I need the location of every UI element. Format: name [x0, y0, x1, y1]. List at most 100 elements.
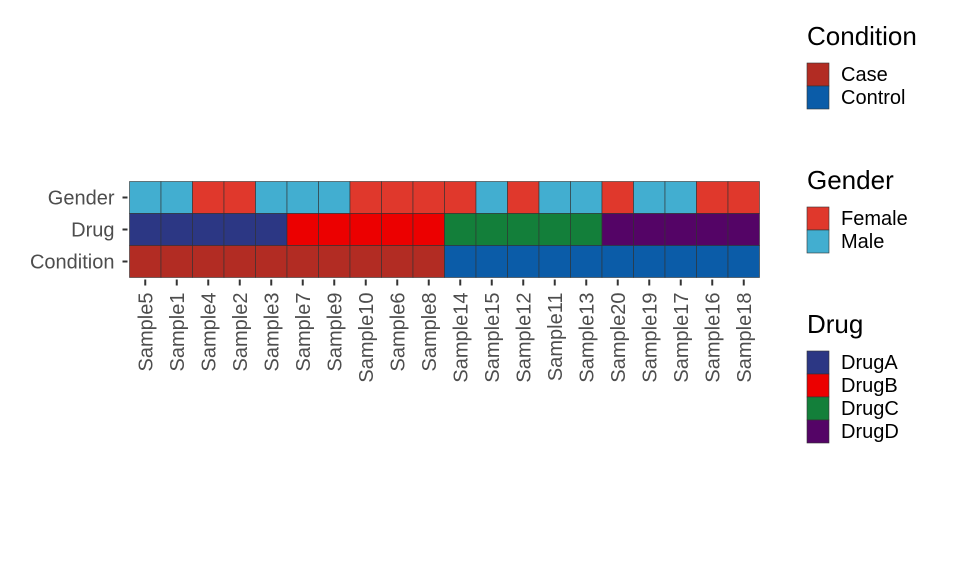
cell-drug-sample14: [444, 213, 477, 246]
legend-label-control: Control: [841, 87, 905, 109]
cell-gender-sample7: [286, 181, 319, 214]
x-tick-label-sample7: Sample7: [293, 293, 315, 372]
x-tick-label-sample12: Sample12: [513, 293, 535, 383]
cell-condition-sample5: [129, 245, 162, 278]
cell-condition-sample1: [160, 245, 193, 278]
cell-gender-sample1: [160, 181, 193, 214]
x-tick-label-sample19: Sample19: [639, 293, 661, 383]
x-tick-label-sample18: Sample18: [734, 293, 756, 383]
cell-drug-sample5: [129, 213, 162, 246]
cell-gender-sample19: [633, 181, 666, 214]
y-tick-label-drug: Drug: [71, 220, 114, 242]
x-tick-label-sample5: Sample5: [135, 293, 157, 372]
cell-drug-sample12: [507, 213, 540, 246]
legend-label-drugd: DrugD: [841, 421, 899, 443]
cell-gender-sample13: [570, 181, 603, 214]
x-tick-label-sample1: Sample1: [167, 293, 189, 372]
cell-gender-sample20: [601, 181, 634, 214]
cell-gender-sample16: [696, 181, 729, 214]
cell-condition-sample16: [696, 245, 729, 278]
cell-condition-sample6: [381, 245, 414, 278]
x-axis: Sample5 Sample1 Sample4 Sample2 Sample3 Sampl…: [135, 279, 756, 383]
cell-condition-sample2: [223, 245, 256, 278]
x-tick-label-sample11: Sample11: [545, 293, 567, 382]
x-tick-label-sample8: Sample8: [419, 293, 441, 372]
cell-drug-sample3: [255, 213, 288, 246]
x-tick-label-sample2: Sample2: [230, 293, 252, 372]
cell-drug-sample6: [381, 213, 414, 246]
cell-gender-sample9: [318, 181, 351, 214]
cell-drug-sample13: [570, 213, 603, 246]
cell-condition-sample4: [192, 245, 225, 278]
cell-drug-sample7: [286, 213, 319, 246]
legend-swatch-drugb: [806, 373, 830, 398]
cell-condition-sample8: [412, 245, 445, 278]
cell-drug-sample8: [412, 213, 445, 246]
cell-gender-sample18: [727, 181, 760, 214]
x-tick-label-sample9: Sample9: [324, 293, 346, 372]
cell-drug-sample4: [192, 213, 225, 246]
cell-condition-sample13: [570, 245, 603, 278]
cell-gender-sample15: [475, 181, 508, 214]
cell-condition-sample9: [318, 245, 351, 278]
cell-gender-sample8: [412, 181, 445, 214]
legend-swatch-drugc: [806, 396, 830, 421]
cell-condition-sample11: [538, 245, 571, 278]
y-tick-label-condition: Condition: [30, 252, 115, 274]
heatmap-cells: [129, 181, 760, 278]
legend-title: Gender: [807, 165, 894, 195]
cell-condition-sample20: [601, 245, 634, 278]
cell-condition-sample18: [727, 245, 760, 278]
legend-swatch-male: [806, 229, 830, 254]
x-tick-label-sample20: Sample20: [608, 293, 630, 383]
cell-drug-sample15: [475, 213, 508, 246]
cell-drug-sample1: [160, 213, 193, 246]
cell-gender-sample10: [349, 181, 382, 214]
y-tick-label-gender: Gender: [48, 188, 115, 210]
x-tick-label-sample10: Sample10: [356, 293, 378, 383]
x-tick-label-sample17: Sample17: [671, 293, 693, 383]
cell-gender-sample5: [129, 181, 162, 214]
x-tick-label-sample13: Sample13: [576, 293, 598, 383]
cell-condition-sample3: [255, 245, 288, 278]
x-tick-label-sample16: Sample16: [702, 293, 724, 383]
legend-label-case: Case: [841, 64, 888, 86]
cell-drug-sample16: [696, 213, 729, 246]
cell-gender-sample2: [223, 181, 256, 214]
x-tick-label-sample4: Sample4: [198, 293, 220, 372]
x-tick-label-sample6: Sample6: [387, 293, 409, 372]
legend-swatch-control: [806, 85, 830, 110]
legend-label-male: Male: [841, 231, 884, 253]
cell-condition-sample14: [444, 245, 477, 278]
cell-condition-sample12: [507, 245, 540, 278]
legend-title: Condition: [807, 21, 917, 51]
cell-condition-sample17: [664, 245, 697, 278]
cell-drug-sample9: [318, 213, 351, 246]
y-axis: Gender Drug Condition: [30, 188, 128, 274]
legend-swatch-drugd: [806, 419, 830, 444]
legend-swatch-druga: [806, 350, 830, 375]
cell-gender-sample12: [507, 181, 540, 214]
legend-label-female: Female: [841, 208, 908, 230]
cell-drug-sample2: [223, 213, 256, 246]
cell-condition-sample19: [633, 245, 666, 278]
cell-condition-sample10: [349, 245, 382, 278]
cell-gender-sample4: [192, 181, 225, 214]
cell-gender-sample6: [381, 181, 414, 214]
cell-gender-sample17: [664, 181, 697, 214]
legend-title: Drug: [807, 309, 863, 339]
cell-drug-sample20: [601, 213, 634, 246]
legend-label-drugb: DrugB: [841, 375, 898, 397]
cell-gender-sample3: [255, 181, 288, 214]
cell-condition-sample15: [475, 245, 508, 278]
cell-gender-sample11: [538, 181, 571, 214]
legend-label-drugc: DrugC: [841, 398, 899, 420]
cell-drug-sample10: [349, 213, 382, 246]
x-tick-label-sample15: Sample15: [482, 293, 504, 383]
cell-condition-sample7: [286, 245, 319, 278]
cell-drug-sample18: [727, 213, 760, 246]
